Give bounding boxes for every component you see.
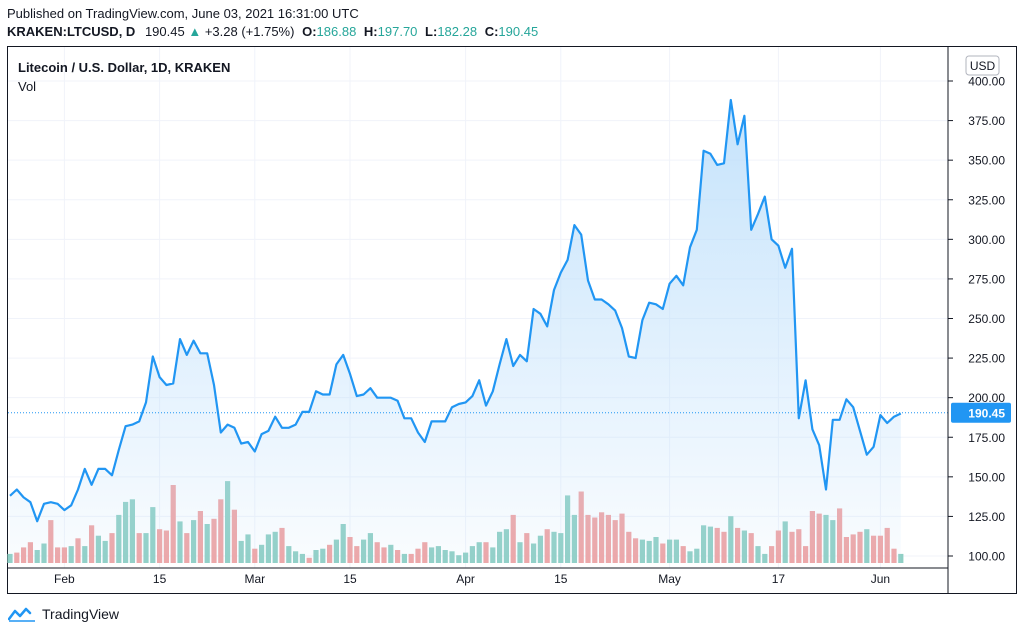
x-tick-label: 15	[153, 572, 167, 586]
y-tick-label: 400.00	[968, 75, 1005, 89]
y-tick-label: 300.00	[968, 233, 1005, 247]
chart-frame	[7, 46, 1017, 594]
y-tick-label: 125.00	[968, 510, 1005, 524]
published-line: Published on TradingView.com, June 03, 2…	[7, 6, 359, 21]
volume-bar	[898, 553, 904, 563]
chart-legend-title: Litecoin / U.S. Dollar, 1D, KRAKEN	[18, 60, 231, 75]
price-area-fill	[10, 100, 901, 563]
quote-bar: KRAKEN:LTCUSD, D 190.45 ▲ +3.28 (+1.75%)…	[7, 24, 538, 39]
y-tick-label: 150.00	[968, 470, 1005, 484]
close-value: 190.45	[498, 24, 539, 39]
x-tick-label: May	[658, 572, 681, 586]
up-triangle-icon: ▲	[188, 24, 202, 39]
y-tick-label: 175.00	[968, 431, 1005, 445]
x-tick-label: 15	[343, 572, 357, 586]
low-value: 182.28	[437, 24, 478, 39]
low-label: L:	[425, 24, 438, 39]
price-line	[9, 98, 902, 523]
currency-box[interactable]	[965, 55, 1000, 76]
x-tick-label: 17	[772, 572, 786, 586]
price-tag-box	[951, 402, 1011, 423]
y-tick-label: 325.00	[968, 193, 1005, 207]
price-change: +3.28 (+1.75%)	[204, 24, 295, 39]
y-tick-label: 350.00	[968, 154, 1005, 168]
high-value: 197.70	[377, 24, 418, 39]
x-tick-label: Apr	[456, 572, 475, 586]
tradingview-logo-icon	[8, 607, 35, 622]
currency-label: USD	[970, 59, 996, 73]
y-tick-label: 275.00	[968, 272, 1005, 286]
y-tick-label: 100.00	[968, 550, 1005, 564]
x-tick-label: Mar	[244, 572, 265, 586]
y-tick-label: 250.00	[968, 312, 1005, 326]
open-label: O:	[302, 24, 317, 39]
y-tick-label: 375.00	[968, 114, 1005, 128]
footer-brand[interactable]: TradingView	[8, 606, 119, 622]
x-tick-label: Jun	[871, 572, 890, 586]
open-value: 186.88	[316, 24, 357, 39]
close-label: C:	[484, 24, 499, 39]
last-price: 190.45	[144, 24, 185, 39]
x-tick-label: 15	[554, 572, 568, 586]
brand-label: TradingView	[42, 606, 120, 622]
y-tick-label: 200.00	[968, 391, 1005, 405]
symbol-label: KRAKEN:LTCUSD, D	[7, 24, 136, 39]
price-tag-label: 190.45	[968, 406, 1005, 420]
y-tick-label: 225.00	[968, 352, 1005, 366]
high-label: H:	[363, 24, 378, 39]
x-tick-label: Feb	[54, 572, 75, 586]
volume-legend: Vol	[18, 79, 37, 94]
